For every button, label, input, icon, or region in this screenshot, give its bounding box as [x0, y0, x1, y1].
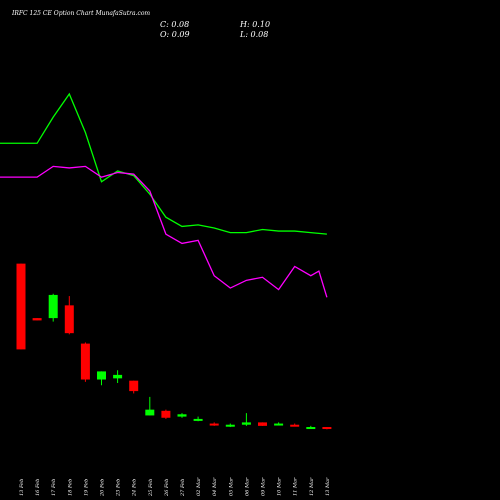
x-tick-label: 13 Feb	[19, 479, 25, 496]
candle-body	[225, 424, 235, 427]
x-tick-label: 18 Feb	[67, 479, 73, 496]
x-tick-label: 13 Mar	[325, 477, 331, 496]
candle	[113, 370, 123, 383]
candle-body	[177, 414, 187, 417]
x-tick-label: 27 Feb	[180, 479, 186, 497]
x-tick-label: 02 Mar	[196, 477, 202, 496]
candle	[322, 427, 332, 430]
candle-body	[290, 424, 300, 427]
candle-body	[129, 380, 139, 392]
candle	[32, 318, 42, 321]
x-tick-label: 05 Mar	[228, 477, 234, 496]
candle	[129, 380, 139, 394]
candle	[145, 396, 155, 416]
x-tick-label: 04 Mar	[212, 477, 218, 496]
high-readout: H: 0.10	[239, 20, 270, 29]
x-tick-label: 23 Feb	[116, 479, 122, 497]
candle	[306, 425, 316, 430]
candle-body	[32, 318, 42, 321]
low-readout: L: 0.08	[239, 30, 268, 39]
candle	[80, 342, 90, 382]
candle	[209, 422, 219, 426]
x-tick-label: 12 Mar	[309, 477, 315, 496]
x-tick-label: 06 Mar	[244, 477, 250, 496]
x-tick-label: 10 Mar	[277, 477, 283, 496]
candle-body	[80, 343, 90, 380]
candle-body	[113, 374, 123, 379]
x-tick-label: 16 Feb	[35, 479, 41, 496]
close-readout: C: 0.08	[160, 20, 189, 29]
open-readout: O: 0.09	[160, 30, 190, 39]
chart-title: IRFC 125 CE Option Chart MunafaSutra.com	[11, 10, 150, 17]
candle-body	[145, 409, 155, 416]
x-tick-label: 26 Feb	[164, 479, 170, 497]
candle-body	[16, 263, 26, 350]
candle-body	[274, 423, 284, 426]
candle	[274, 422, 284, 426]
ma-long-line	[0, 165, 328, 298]
candle	[290, 423, 300, 427]
candle-body	[258, 422, 267, 426]
candle-body	[306, 427, 316, 430]
candle	[48, 293, 58, 322]
candle	[161, 409, 171, 419]
moving-averages	[0, 92, 328, 298]
candle-body	[64, 305, 74, 334]
candle	[241, 413, 251, 426]
x-tick-label: 20 Feb	[100, 479, 106, 497]
candle	[64, 296, 74, 335]
candle-body	[48, 294, 58, 319]
x-tick-label: 09 Mar	[261, 477, 267, 496]
candle	[16, 263, 26, 350]
x-tick-label: 11 Mar	[293, 477, 299, 496]
candle	[193, 416, 203, 422]
candle	[97, 371, 106, 386]
x-axis-ticks: 13 Feb 16 Feb 17 Feb 18 Feb 19 Feb 20 Feb 23 F…	[19, 477, 331, 497]
candle-body	[241, 422, 251, 425]
candle-body	[322, 427, 332, 430]
candle-body	[97, 371, 106, 380]
candle-body	[161, 410, 171, 418]
candles	[16, 263, 332, 430]
candle-body	[193, 418, 203, 421]
x-tick-label: 25 Feb	[148, 479, 154, 497]
ma-short-line	[0, 92, 327, 235]
x-tick-label: 17 Feb	[51, 479, 57, 496]
candle	[225, 423, 235, 428]
x-tick-label: 24 Feb	[132, 479, 138, 497]
candle-body	[209, 423, 219, 426]
candle	[177, 413, 187, 418]
candle	[258, 422, 267, 426]
x-tick-label: 19 Feb	[83, 479, 89, 496]
